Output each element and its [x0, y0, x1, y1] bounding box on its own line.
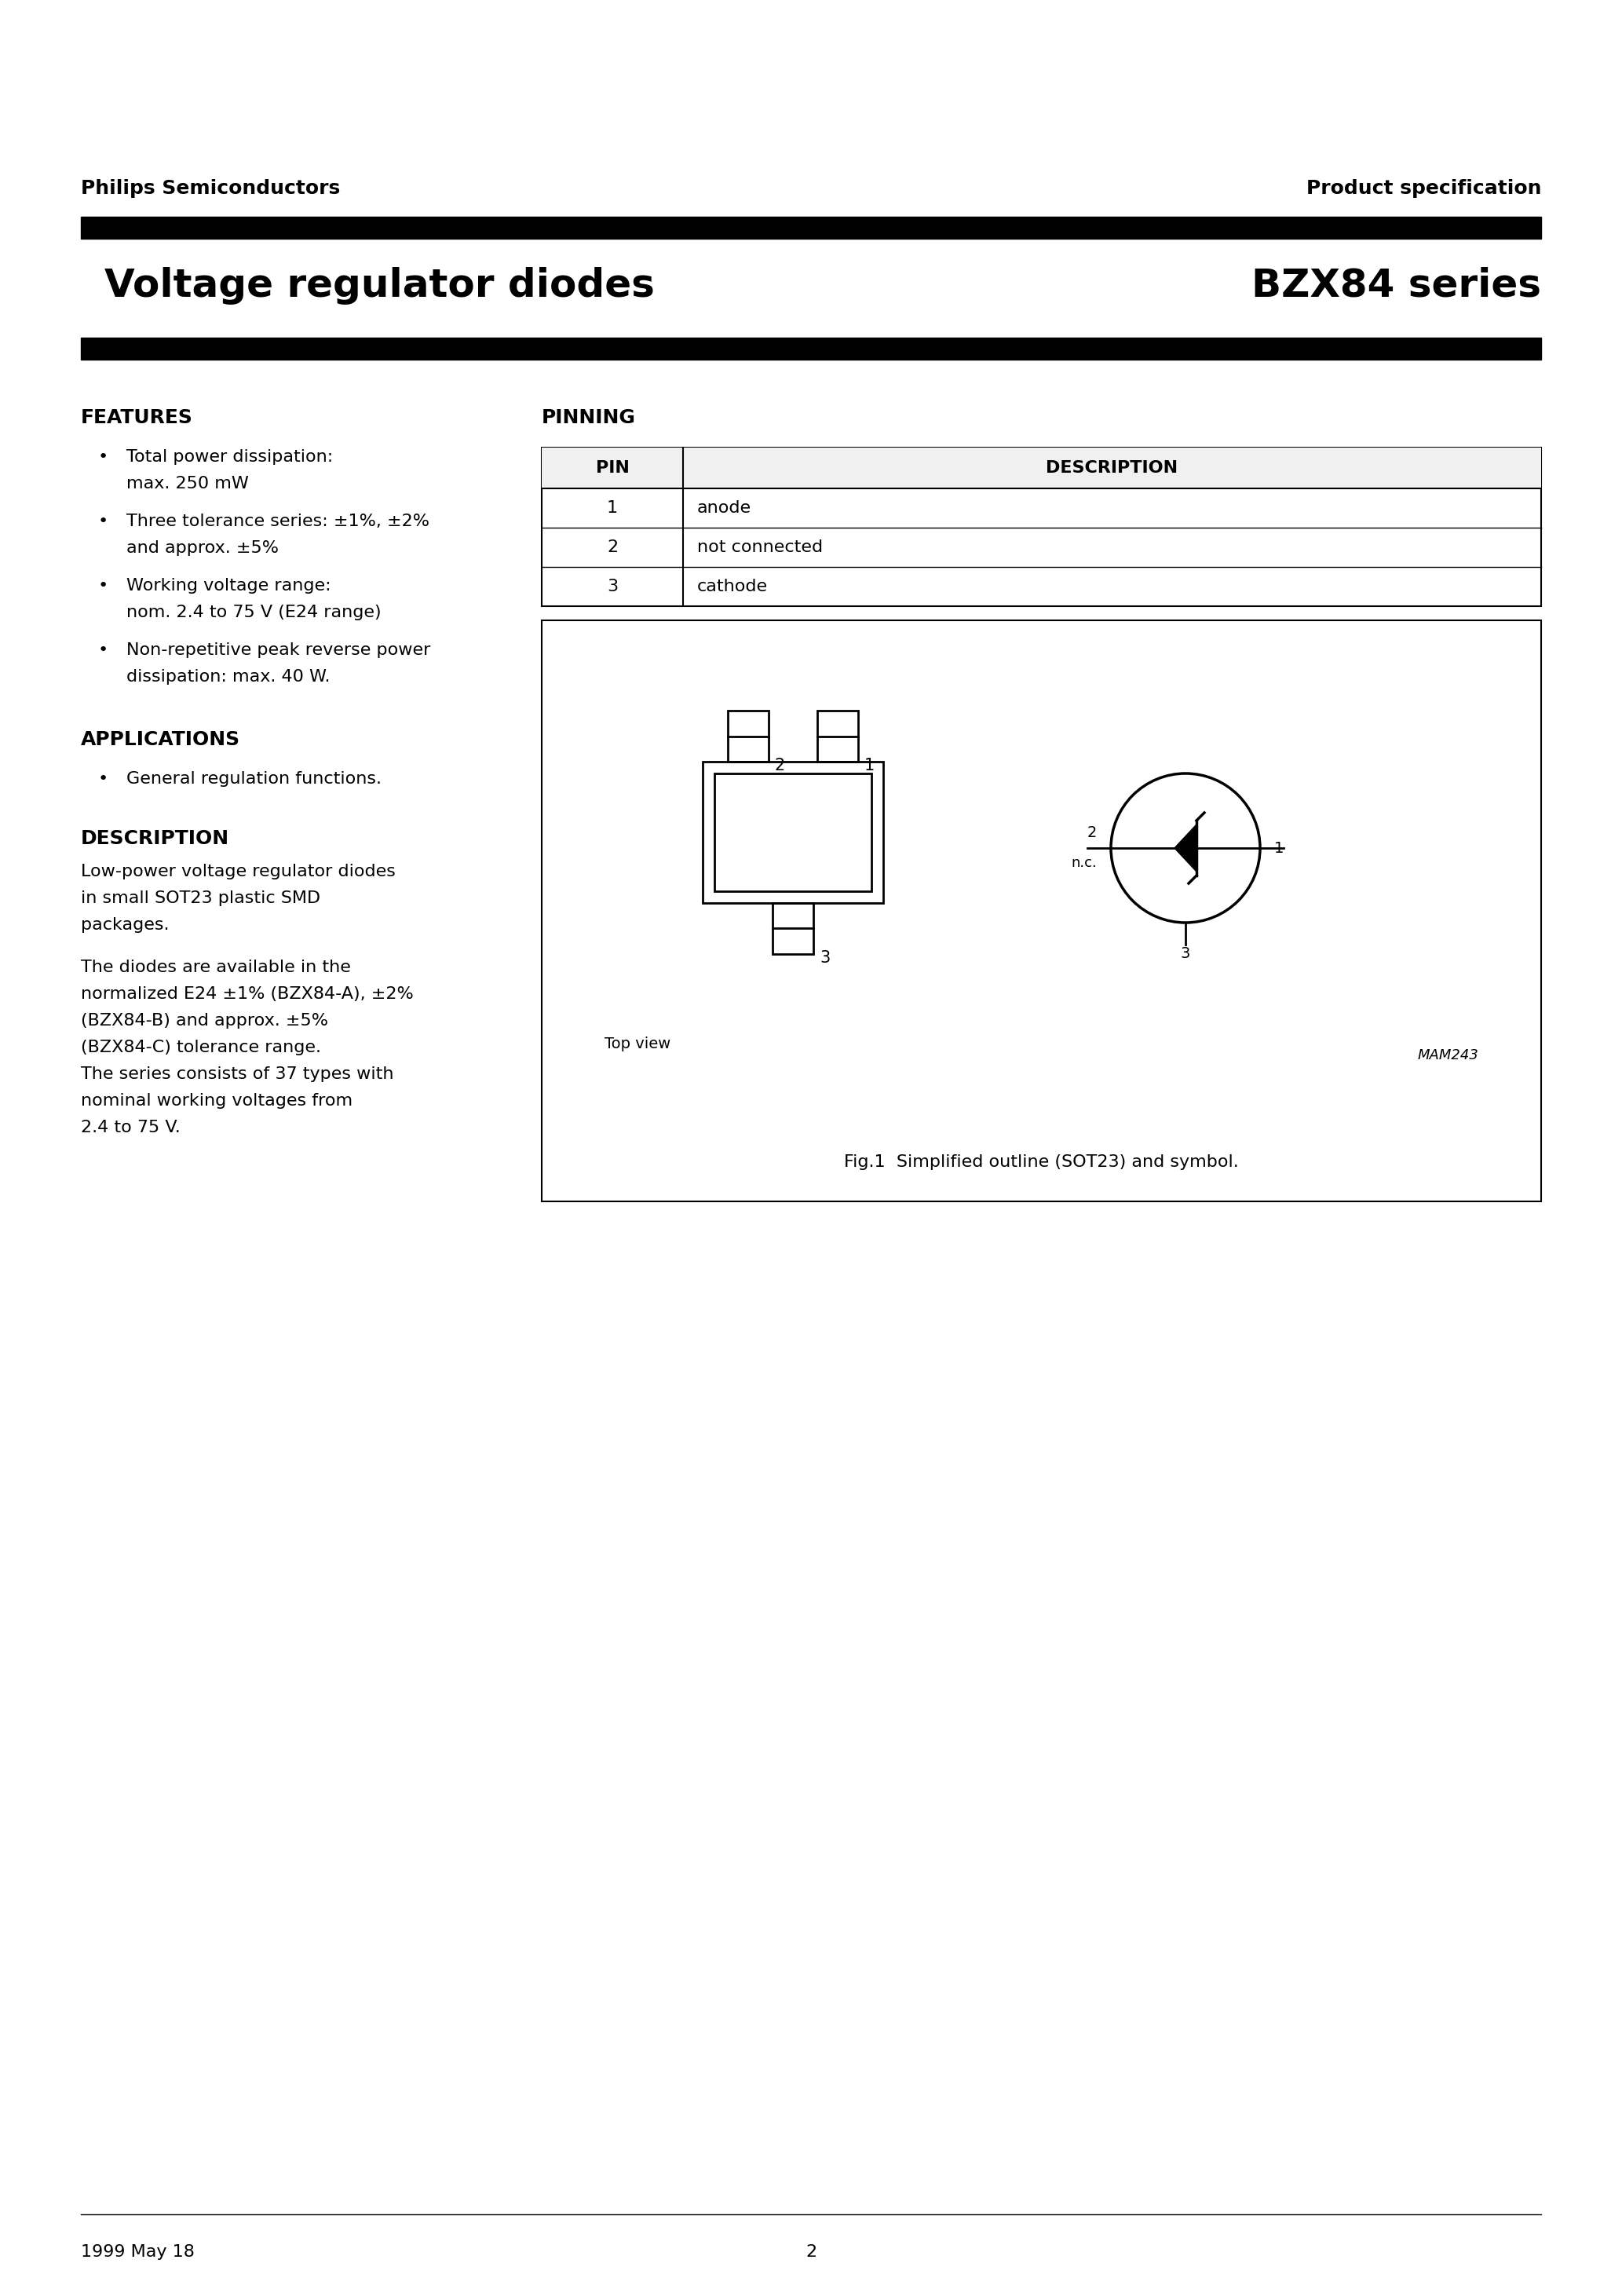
Text: n.c.: n.c. [1071, 856, 1096, 870]
Text: and approx. ±5%: and approx. ±5% [127, 540, 279, 556]
Text: in small SOT23 plastic SMD: in small SOT23 plastic SMD [81, 891, 321, 907]
Text: The diodes are available in the: The diodes are available in the [81, 960, 350, 976]
Text: packages.: packages. [81, 916, 169, 932]
Bar [772, 902, 813, 955]
Text: Non-repetitive peak reverse power: Non-repetitive peak reverse power [127, 643, 430, 659]
Text: nom. 2.4 to 75 V (E24 range): nom. 2.4 to 75 V (E24 range) [127, 604, 381, 620]
Text: Product specification: Product specification [1306, 179, 1541, 197]
Text: 3: 3 [607, 579, 618, 595]
Text: 1: 1 [607, 501, 618, 517]
Bar [81, 216, 1541, 239]
Text: (BZX84-C) tolerance range.: (BZX84-C) tolerance range. [81, 1040, 321, 1056]
Text: Three tolerance series: ±1%, ±2%: Three tolerance series: ±1%, ±2% [127, 514, 430, 530]
Text: 2: 2 [607, 540, 618, 556]
Text: Philips Semiconductors: Philips Semiconductors [81, 179, 341, 197]
Text: The series consists of 37 types with: The series consists of 37 types with [81, 1065, 394, 1081]
Text: Working voltage range:: Working voltage range: [127, 579, 331, 595]
Text: •: • [97, 771, 109, 788]
Text: max. 250 mW: max. 250 mW [127, 475, 248, 491]
Bar [817, 712, 858, 762]
Text: cathode: cathode [697, 579, 767, 595]
Text: MAM243: MAM243 [1418, 1049, 1478, 1063]
Text: 3: 3 [1181, 946, 1191, 962]
Text: •: • [97, 579, 109, 595]
Bar [542, 448, 1541, 489]
Text: Low-power voltage regulator diodes: Low-power voltage regulator diodes [81, 863, 396, 879]
Text: BZX84 series: BZX84 series [1252, 266, 1541, 305]
Text: nominal working voltages from: nominal working voltages from [81, 1093, 352, 1109]
Text: 1999 May 18: 1999 May 18 [81, 2243, 195, 2259]
Text: •: • [97, 643, 109, 659]
Text: FEATURES: FEATURES [81, 409, 193, 427]
Text: General regulation functions.: General regulation functions. [127, 771, 381, 788]
Text: Total power dissipation:: Total power dissipation: [127, 450, 333, 464]
Text: not connected: not connected [697, 540, 822, 556]
Text: 2: 2 [775, 758, 785, 774]
Text: 2: 2 [806, 2243, 816, 2259]
Bar [542, 448, 1541, 606]
Bar [714, 774, 871, 891]
Text: (BZX84-B) and approx. ±5%: (BZX84-B) and approx. ±5% [81, 1013, 328, 1029]
Text: DESCRIPTION: DESCRIPTION [81, 829, 229, 847]
Text: normalized E24 ±1% (BZX84-A), ±2%: normalized E24 ±1% (BZX84-A), ±2% [81, 987, 414, 1001]
Text: Fig.1  Simplified outline (SOT23) and symbol.: Fig.1 Simplified outline (SOT23) and sym… [843, 1155, 1239, 1171]
Text: 3: 3 [819, 951, 830, 967]
Polygon shape [1174, 824, 1197, 872]
Text: Top view: Top view [605, 1035, 670, 1052]
Text: 1: 1 [1275, 840, 1285, 856]
Text: anode: anode [697, 501, 751, 517]
Text: 2: 2 [1087, 824, 1096, 840]
Text: Voltage regulator diodes: Voltage regulator diodes [104, 266, 655, 305]
Text: PINNING: PINNING [542, 409, 636, 427]
Text: PIN: PIN [595, 459, 629, 475]
Text: 1: 1 [865, 758, 874, 774]
Text: DESCRIPTION: DESCRIPTION [1046, 459, 1178, 475]
Bar [728, 712, 769, 762]
Text: APPLICATIONS: APPLICATIONS [81, 730, 240, 748]
Bar [702, 762, 884, 902]
Text: •: • [97, 450, 109, 464]
Text: dissipation: max. 40 W.: dissipation: max. 40 W. [127, 668, 331, 684]
Bar [542, 620, 1541, 1201]
Text: 2.4 to 75 V.: 2.4 to 75 V. [81, 1120, 180, 1137]
Bar [81, 338, 1541, 360]
Text: •: • [97, 514, 109, 530]
